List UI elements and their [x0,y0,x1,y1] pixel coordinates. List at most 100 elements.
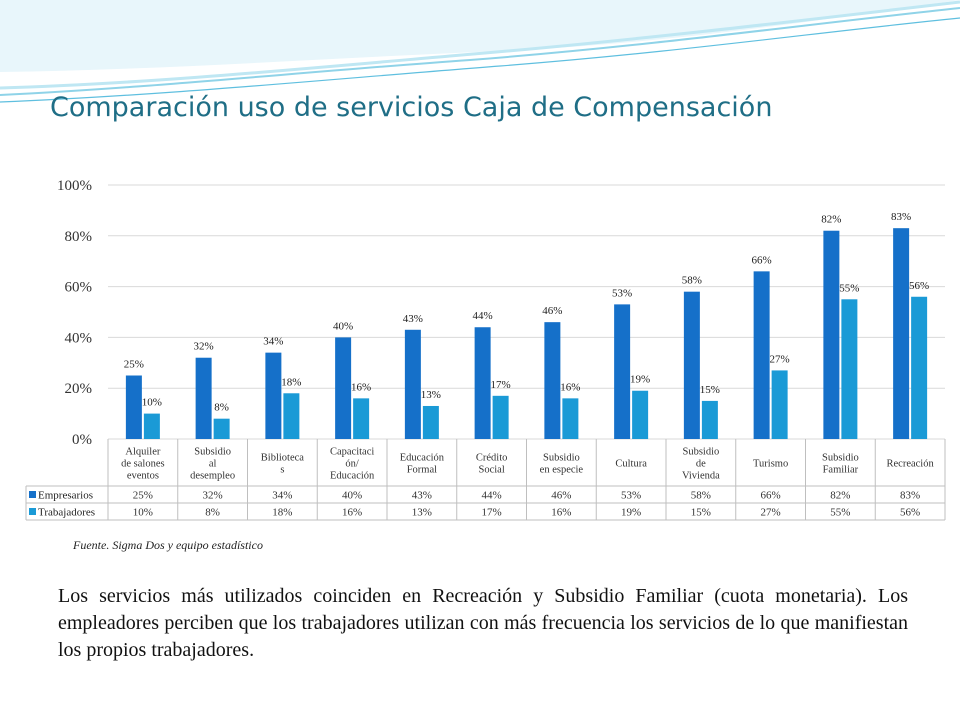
data-label: 16% [351,381,371,393]
table-value-cell: 17% [482,507,502,519]
chart-bars [125,228,928,439]
data-label: 40% [333,320,353,332]
data-label: 44% [473,310,493,322]
data-label: 82% [821,214,841,226]
y-tick-label: 60% [65,280,93,296]
bar-empresarios [544,322,561,439]
chart-data-table: Alquiler de salones eventos Subsidio al desem… [25,439,946,521]
chart-data-labels: 25% 32% 34% 40% 43% 44% 46% 53% 58% 66% 82% 83% 10% 8… [124,211,929,414]
table-value-cell: 82% [830,490,850,502]
bar-trabajadores [771,370,788,439]
table-value-cell: 18% [272,507,292,519]
y-axis-tick-labels: 0% 20% 40% 60% 80% 100% [57,178,92,448]
table-value-cell: 32% [203,490,223,502]
category-label: Biblioteca s [261,453,304,476]
table-value-cell: 13% [412,507,432,519]
bar-empresarios [753,271,770,439]
table-value-cell: 53% [621,490,641,502]
legend-series-name: Empresarios [38,490,93,502]
category-label: Subsidio en especie [540,453,584,476]
table-value-cell: 27% [761,507,781,519]
bar-trabajadores [143,413,160,439]
category-label: Subsidio al desempleo [190,447,235,482]
legend-series-name: Trabajadores [38,507,95,519]
category-label: Turismo [753,459,788,470]
data-label: 13% [421,389,441,401]
table-value-cell: 58% [691,490,711,502]
bar-trabajadores [632,390,649,439]
table-value-cell: 46% [551,490,571,502]
data-label: 46% [542,305,562,317]
data-label: 43% [403,313,423,325]
data-label: 10% [142,397,162,409]
slide-title: Comparación uso de servicios Caja de Com… [50,92,773,123]
y-tick-label: 0% [72,432,92,448]
data-label: 27% [770,353,790,365]
bar-empresarios [474,327,491,439]
data-label: 66% [752,254,772,266]
data-label: 8% [214,402,229,414]
table-value-cell: 19% [621,507,641,519]
category-label: Capacitaci ón/Educación [330,447,375,482]
bar-trabajadores [353,398,370,439]
table-value-cell: 16% [551,507,571,519]
table-value-cell: 15% [691,507,711,519]
y-tick-label: 80% [65,229,93,245]
data-label: 34% [263,336,283,348]
bar-empresarios [683,291,700,439]
table-value-cell: 16% [342,507,362,519]
table-value-cell: 83% [900,490,920,502]
data-label: 18% [281,376,301,388]
slide-body-text: Los servicios más utilizados coinciden e… [58,585,908,661]
header-swoosh-decoration [0,0,960,103]
y-tick-label: 100% [57,178,92,194]
bar-trabajadores [841,299,858,439]
category-label: Crédito Social [476,453,508,476]
data-label: 25% [124,359,144,371]
table-value-cell: 56% [900,507,920,519]
category-label: Subsidio Familiar [822,453,859,476]
bar-trabajadores [911,296,928,439]
table-value-cell: 66% [761,490,781,502]
data-label: 83% [891,211,911,223]
bar-empresarios [893,228,910,439]
bar-chart: 0% 20% 40% 60% 80% 100% 25% 32% 34% 40% 43% 44% 46%… [25,178,946,521]
data-label: 58% [682,275,702,287]
category-label: Educación Formal [400,453,445,476]
data-label: 32% [194,341,214,353]
bar-empresarios [335,337,352,439]
table-value-cell: 10% [133,507,153,519]
table-value-cell: 43% [412,490,432,502]
data-label: 56% [909,280,929,292]
bar-trabajadores [213,418,230,439]
bar-empresarios [195,357,212,439]
data-label: 16% [560,381,580,393]
y-tick-label: 20% [65,381,93,397]
table-value-cell: 25% [133,490,153,502]
table-value-cell: 44% [482,490,502,502]
bar-empresarios [614,304,631,439]
table-value-cell: 55% [830,507,850,519]
bar-trabajadores [701,400,718,439]
source-note: Fuente. Sigma Dos y equipo estadístico [73,538,263,552]
bar-trabajadores [562,398,579,439]
table-value-cell: 34% [272,490,292,502]
data-label: 53% [612,287,632,299]
bar-empresarios [265,352,282,439]
y-tick-label: 40% [65,330,93,346]
bar-trabajadores [283,393,300,439]
data-label: 15% [700,384,720,396]
table-value-cell: 8% [205,507,220,519]
bar-empresarios [404,329,421,439]
category-label: Subsidio de Vivienda [682,447,720,482]
chart-gridlines [108,184,945,440]
category-label: Recreación [887,459,935,470]
bar-empresarios [125,375,142,439]
data-label: 17% [491,379,511,391]
bar-empresarios [823,230,840,439]
category-label: Cultura [615,459,647,470]
table-value-cell: 40% [342,490,362,502]
legend-swatch [29,508,36,515]
bar-trabajadores [422,405,439,439]
bar-trabajadores [492,395,509,439]
